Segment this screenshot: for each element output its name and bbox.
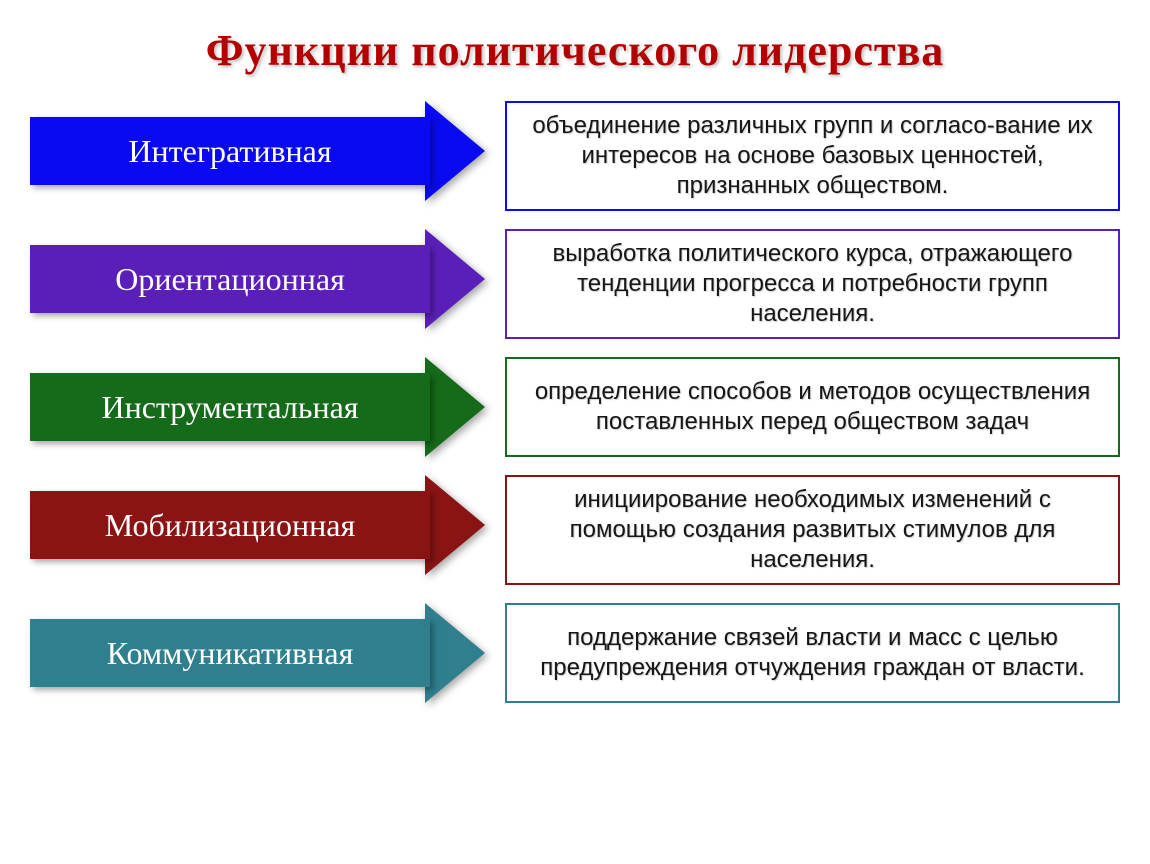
page-title: Функции политического лидерства — [30, 25, 1120, 76]
arrow-head-icon — [425, 101, 485, 201]
arrow-body: Ориентационная — [30, 245, 430, 313]
rows-container: Интегративная объединение различных груп… — [30, 101, 1120, 703]
function-row: Мобилизационная инициирование необходимы… — [30, 475, 1120, 585]
arrow-body: Коммуникативная — [30, 619, 430, 687]
arrow-head-icon — [425, 475, 485, 575]
arrow-integrative: Интегративная — [30, 101, 490, 201]
function-row: Инструментальная определение способов и … — [30, 357, 1120, 457]
arrow-head-icon — [425, 229, 485, 329]
function-row: Ориентационная выработка политического к… — [30, 229, 1120, 339]
arrow-body: Мобилизационная — [30, 491, 430, 559]
description-box: инициирование необходимых изменений с по… — [505, 475, 1120, 585]
arrow-orientational: Ориентационная — [30, 229, 490, 329]
arrow-head-icon — [425, 357, 485, 457]
arrow-mobilization: Мобилизационная — [30, 475, 490, 575]
description-box: объединение различных групп и согласо-ва… — [505, 101, 1120, 211]
function-row: Интегративная объединение различных груп… — [30, 101, 1120, 211]
arrow-communicative: Коммуникативная — [30, 603, 490, 703]
arrow-body: Интегративная — [30, 117, 430, 185]
arrow-head-icon — [425, 603, 485, 703]
arrow-instrumental: Инструментальная — [30, 357, 490, 457]
arrow-body: Инструментальная — [30, 373, 430, 441]
description-box: определение способов и методов осуществл… — [505, 357, 1120, 457]
description-box: поддержание связей власти и масс с целью… — [505, 603, 1120, 703]
function-row: Коммуникативная поддержание связей власт… — [30, 603, 1120, 703]
description-box: выработка политического курса, отражающе… — [505, 229, 1120, 339]
